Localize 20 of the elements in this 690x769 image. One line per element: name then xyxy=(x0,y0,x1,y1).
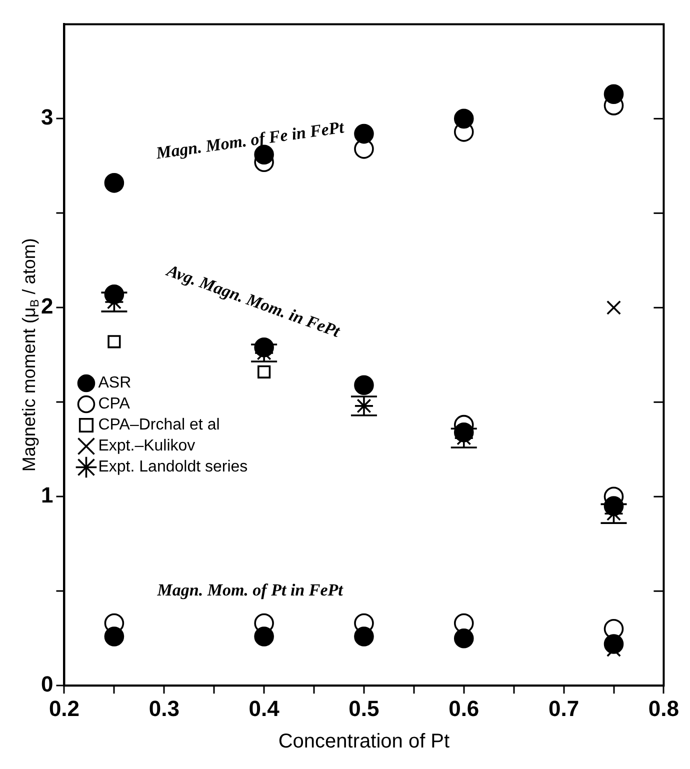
y-tick-label: 0 xyxy=(40,672,54,697)
y-tick-label: 2 xyxy=(40,294,54,319)
x-tick-label: 0.6 xyxy=(448,696,480,721)
legend-label: Expt.–Kulikov xyxy=(98,438,196,455)
legend-label: CPA xyxy=(98,396,130,413)
legend-label: CPA–Drchal et al xyxy=(98,416,220,434)
annotation: Avg. Magn. Mom. in FePt xyxy=(164,260,344,342)
x-tick-label: 0.4 xyxy=(248,696,280,721)
legend-label: Expt. Landoldt series xyxy=(98,458,248,476)
y-tick-label: 1 xyxy=(40,482,54,508)
x-axis-title: Concentration of Pt xyxy=(278,730,450,753)
x-tick-label: 0.5 xyxy=(348,696,380,721)
y-axis-title: Magnetic moment (μB / atom) xyxy=(18,238,42,472)
x-tick-label: 0.3 xyxy=(148,696,180,721)
y-tick-label: 3 xyxy=(40,104,54,130)
x-tick-label: 0.2 xyxy=(48,696,80,721)
legend-label: ASR xyxy=(98,374,132,392)
annotation: Magn. Mom. of Pt in FePt xyxy=(156,580,344,600)
x-tick-label: 0.7 xyxy=(548,696,580,721)
x-tick-label: 0.8 xyxy=(648,696,680,721)
